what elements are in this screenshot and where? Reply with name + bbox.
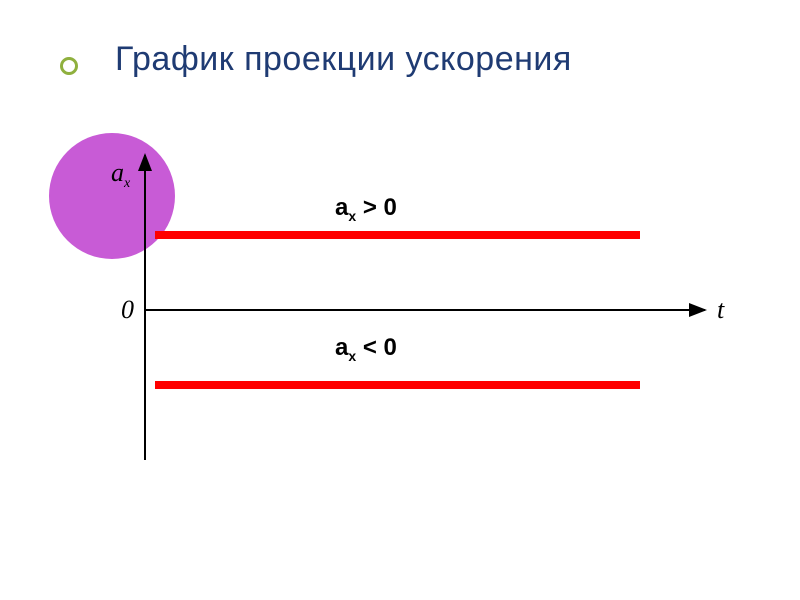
slide: { "title": { "text": "График проекции ус…: [0, 0, 800, 600]
chart-svg: ax 0 t ax > 0 ax < 0: [95, 150, 735, 470]
acceleration-chart: ax 0 t ax > 0 ax < 0: [95, 150, 735, 470]
chart-labels: ax 0 t ax > 0 ax < 0: [111, 158, 725, 364]
axes: [138, 153, 707, 460]
title-bullet-icon: [60, 57, 78, 75]
svg-text:ax > 0: ax > 0: [335, 194, 397, 224]
svg-text:ax: ax: [111, 158, 131, 191]
svg-text:ax < 0: ax < 0: [335, 334, 397, 364]
svg-text:t: t: [717, 295, 725, 324]
slide-title: График проекции ускорения: [115, 40, 572, 79]
svg-text:0: 0: [121, 295, 134, 324]
